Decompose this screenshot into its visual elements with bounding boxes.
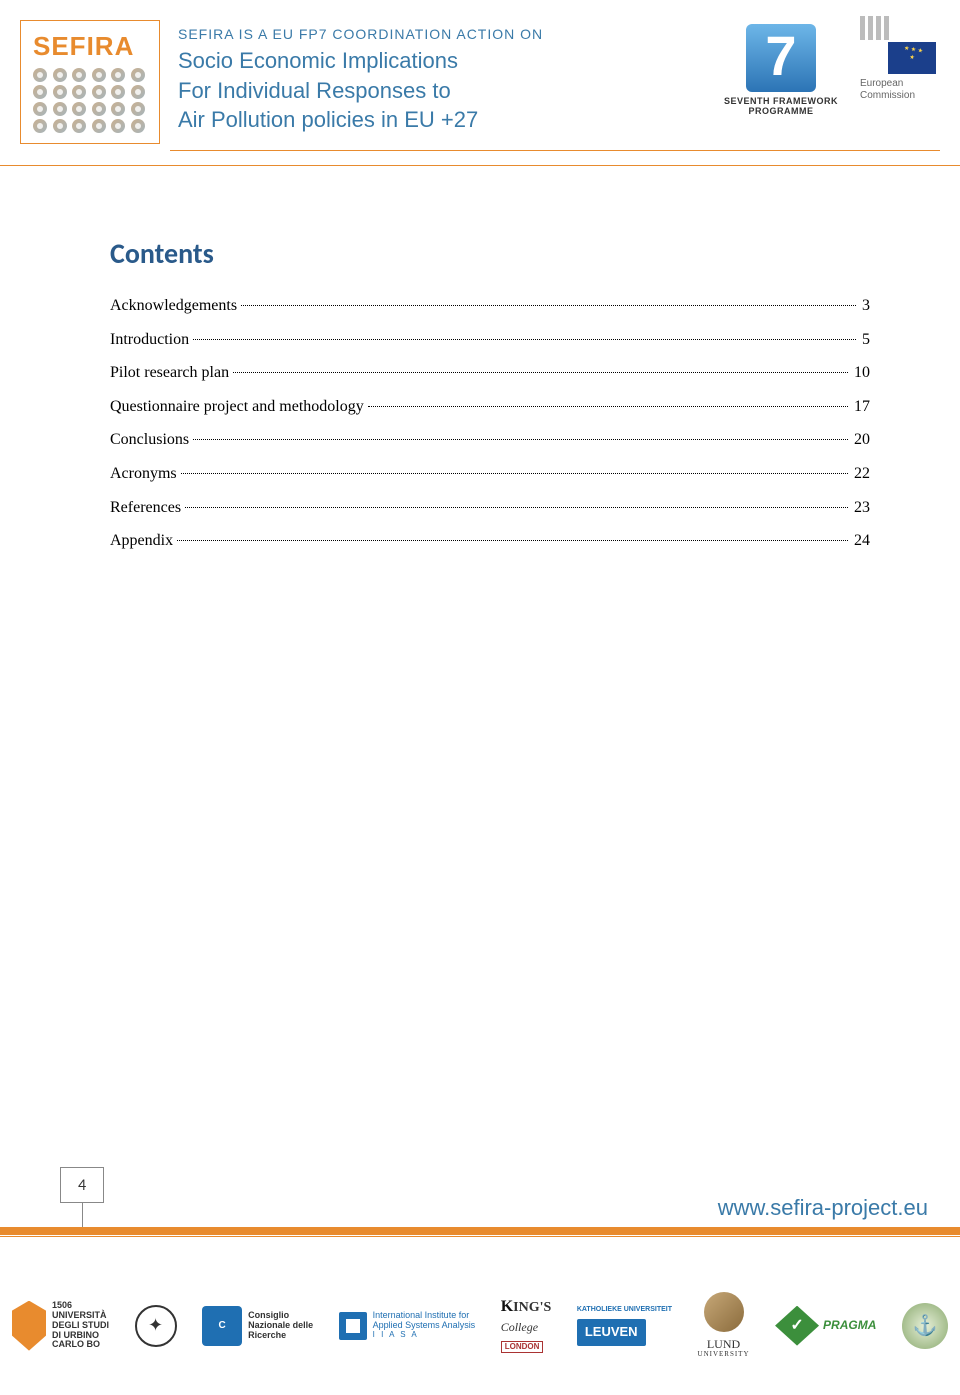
- sefira-logo: SEFIRA: [20, 20, 160, 144]
- ec-label1: European: [860, 78, 936, 90]
- contents-heading: Contents: [110, 236, 870, 271]
- partner-leuven: KATHOLIEKE UNIVERSITEIT LEUVEN: [577, 1306, 672, 1346]
- leuven-top: KATHOLIEKE UNIVERSITEIT: [577, 1306, 672, 1314]
- lund-seal-icon: [704, 1292, 744, 1332]
- footer-url: www.sefira-project.eu: [718, 1195, 928, 1221]
- toc-entry: Acronyms 22: [110, 461, 870, 487]
- toc-entry: Appendix 24: [110, 528, 870, 554]
- toc-leader: [193, 339, 856, 340]
- cnr-l3: Ricerche: [248, 1331, 313, 1341]
- tagline-line3: For Individual Responses to: [178, 76, 706, 106]
- toc-entry: Conclusions 20: [110, 427, 870, 453]
- toc-entry: Acknowledgements 3: [110, 293, 870, 319]
- kings-k: K: [501, 1298, 513, 1316]
- toc-title: Conclusions: [110, 427, 189, 453]
- header-tagline: SEFIRA IS A EU FP7 COORDINATION ACTION O…: [178, 20, 706, 135]
- ec-logo: European Commission: [860, 24, 936, 102]
- partner-cnr: C Consiglio Nazionale delle Ricerche: [202, 1306, 313, 1346]
- pragma-diamond-icon: ✓: [775, 1306, 819, 1346]
- toc-page: 17: [852, 394, 870, 420]
- toc-leader: [241, 305, 856, 306]
- partner-urbino: 1506 UNIVERSITÀ DEGLI STUDI DI URBINO CA…: [12, 1301, 109, 1351]
- urbino-l4: CARLO BO: [52, 1340, 109, 1350]
- tagline-line1: SEFIRA IS A EU FP7 COORDINATION ACTION O…: [178, 26, 706, 42]
- sefira-logo-text: SEFIRA: [33, 31, 147, 62]
- partner-logo-strip: 1506 UNIVERSITÀ DEGLI STUDI DI URBINO CA…: [12, 1292, 948, 1359]
- seal-icon: ✦: [135, 1305, 177, 1347]
- toc-page: 10: [852, 360, 870, 386]
- fp7-label2: PROGRAMME: [724, 106, 838, 116]
- toc-title: Introduction: [110, 327, 189, 353]
- tagline-line4: Air Pollution policies in EU +27: [178, 105, 706, 135]
- toc-page: 24: [852, 528, 870, 554]
- fp7-logo: SEVENTH FRAMEWORK PROGRAMME: [724, 24, 838, 116]
- toc-page: 3: [860, 293, 870, 319]
- lund-l2: UNIVERSITY: [698, 1351, 750, 1359]
- ec-flag-icon: [860, 24, 936, 74]
- ec-label2: Commission: [860, 90, 936, 102]
- toc-page: 22: [852, 461, 870, 487]
- toc-title: Acronyms: [110, 461, 177, 487]
- sgh-seal-icon: [902, 1303, 948, 1349]
- logo-dot-grid: [33, 68, 147, 133]
- toc-entry: Questionnaire project and methodology 17: [110, 394, 870, 420]
- toc-leader: [368, 406, 848, 407]
- toc-leader: [193, 439, 848, 440]
- kings-l2: College: [501, 1321, 538, 1334]
- header-underline: [170, 150, 940, 151]
- page-number: 4: [60, 1167, 104, 1203]
- footer-orange-bar: [0, 1227, 960, 1235]
- cnr-icon: C: [202, 1306, 242, 1346]
- toc-title: Pilot research plan: [110, 360, 229, 386]
- contents-section: Contents Acknowledgements 3 Introduction…: [0, 166, 960, 554]
- toc-page: 5: [860, 327, 870, 353]
- toc-leader: [233, 372, 848, 373]
- toc-entry: References 23: [110, 495, 870, 521]
- toc-title: Appendix: [110, 528, 173, 554]
- toc-leader: [181, 473, 848, 474]
- header-logos: SEVENTH FRAMEWORK PROGRAMME European Com…: [724, 20, 940, 116]
- toc-title: Questionnaire project and methodology: [110, 394, 364, 420]
- toc-leader: [177, 540, 848, 541]
- partner-lund: LUND UNIVERSITY: [698, 1292, 750, 1359]
- urbino-shield-icon: [12, 1301, 46, 1351]
- toc-entry: Pilot research plan 10: [110, 360, 870, 386]
- toc-title: Acknowledgements: [110, 293, 237, 319]
- toc-title: References: [110, 495, 181, 521]
- toc-page: 23: [852, 495, 870, 521]
- iiasa-icon: [339, 1312, 367, 1340]
- toc-leader: [185, 507, 848, 508]
- partner-iiasa: International Institute for Applied Syst…: [339, 1311, 476, 1340]
- toc-page: 20: [852, 427, 870, 453]
- partner-sgh: [902, 1303, 948, 1349]
- pragma-label: PRAGMA: [823, 1319, 876, 1332]
- kings-l1: ING'S: [513, 1300, 551, 1315]
- partner-pragma: ✓ PRAGMA: [775, 1306, 876, 1346]
- leuven-main: LEUVEN: [577, 1319, 646, 1345]
- partner-kings: K ING'S College LONDON: [501, 1298, 552, 1354]
- fp7-label1: SEVENTH FRAMEWORK: [724, 96, 838, 106]
- kings-l3: LONDON: [501, 1341, 544, 1354]
- tagline-line2: Socio Economic Implications: [178, 46, 706, 76]
- page-header: SEFIRA SEFIRA IS A EU FP7 COORDINATION A…: [0, 0, 960, 144]
- fp7-seven-icon: [746, 24, 816, 92]
- toc-entry: Introduction 5: [110, 327, 870, 353]
- iiasa-abbrev: I I A S A: [373, 1331, 476, 1340]
- partner-seal: ✦: [135, 1305, 177, 1347]
